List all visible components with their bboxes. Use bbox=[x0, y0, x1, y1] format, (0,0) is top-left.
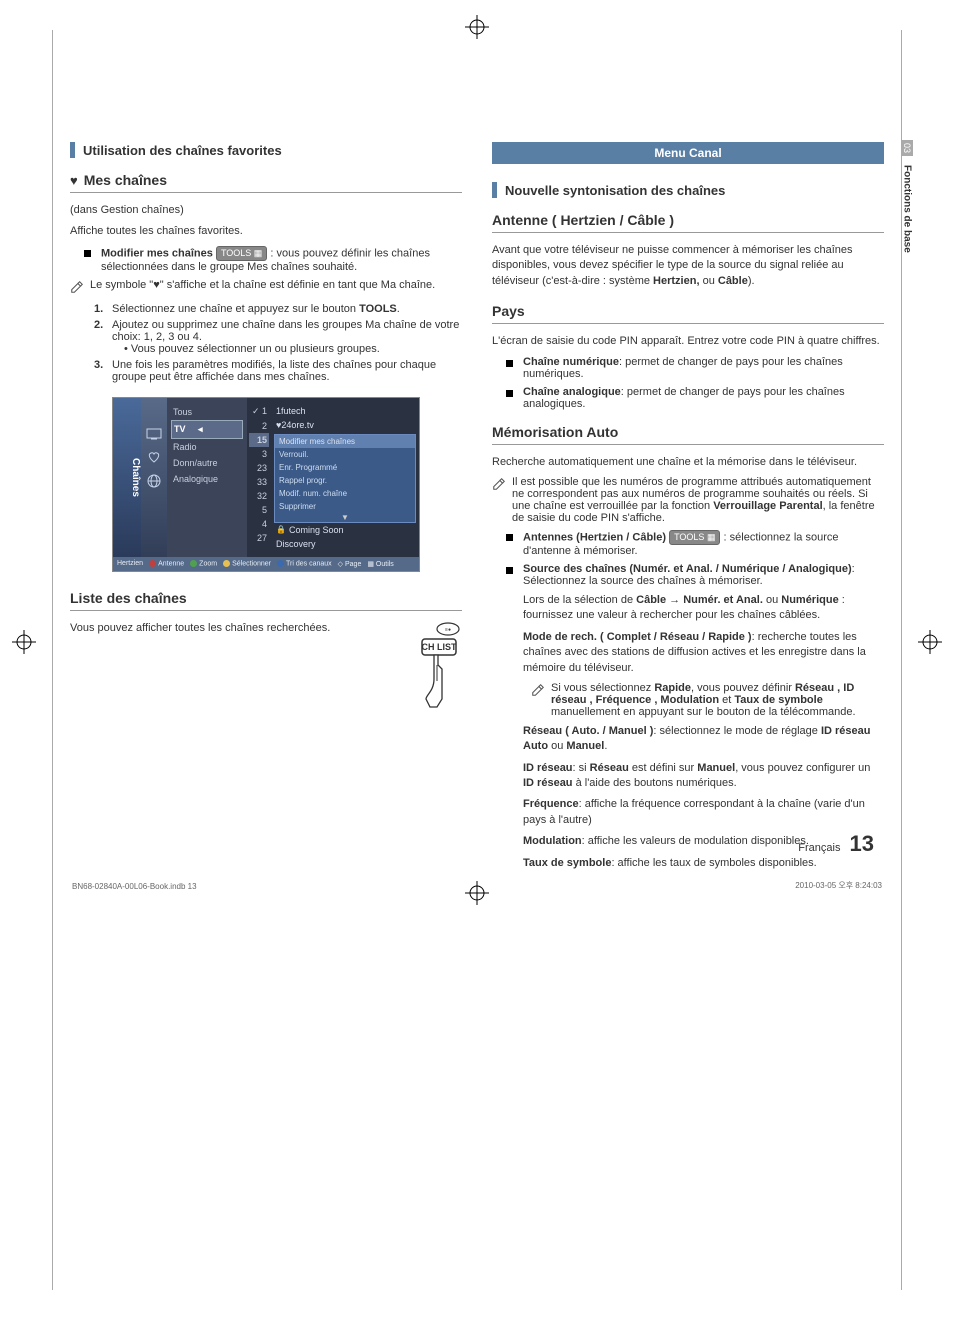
page-number: 13 bbox=[850, 831, 874, 856]
page-crop-border bbox=[52, 30, 902, 1290]
chapter-label: Fonctions de base bbox=[902, 165, 913, 253]
page-footer: Français 13 bbox=[798, 831, 874, 857]
chapter-number: 03 bbox=[901, 140, 913, 156]
footer-lang: Français bbox=[798, 842, 840, 854]
regmark-icon bbox=[918, 630, 942, 657]
doc-footer-right: 2010-03-05 오후 8:24:03 bbox=[795, 880, 882, 891]
regmark-icon bbox=[12, 630, 36, 657]
doc-footer-left: BN68-02840A-00L06-Book.indb 13 bbox=[72, 882, 197, 891]
chapter-side-tab: 03 Fonctions de base bbox=[896, 140, 918, 256]
